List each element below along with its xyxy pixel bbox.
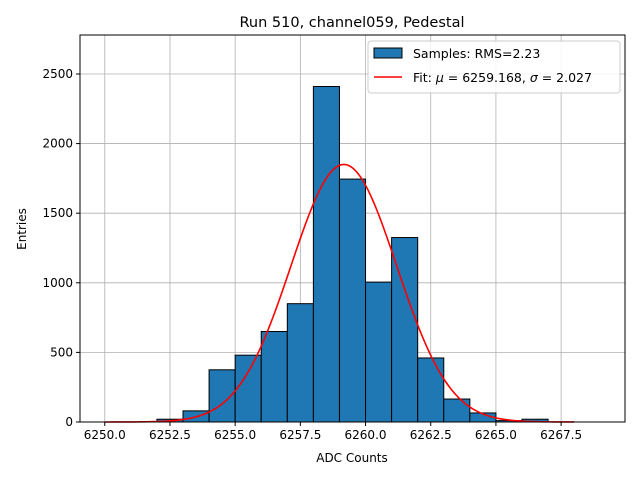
histogram-bar bbox=[234, 354, 262, 423]
x-tick-label: 6252.5 bbox=[149, 428, 191, 442]
x-tick-label: 6262.5 bbox=[410, 428, 452, 442]
y-axis-title: Entries bbox=[15, 208, 29, 250]
x-tick-label: 6265.0 bbox=[475, 428, 517, 442]
y-tick-label: 2000 bbox=[42, 137, 73, 151]
axes-frame bbox=[79, 34, 626, 423]
fit-curve bbox=[104, 163, 575, 423]
histogram-bar bbox=[417, 357, 445, 423]
y-tick-label: 1500 bbox=[42, 206, 73, 220]
x-tick-label: 6257.5 bbox=[279, 428, 321, 442]
x-axis-title: ADC Counts bbox=[316, 451, 388, 465]
y-tick-label: 0 bbox=[65, 415, 73, 429]
histogram-bar bbox=[365, 281, 393, 423]
y-tick-label: 1000 bbox=[42, 276, 73, 290]
legend-box bbox=[367, 40, 621, 94]
x-tick-label: 6250.0 bbox=[84, 428, 126, 442]
chart-title: Run 510, channel059, Pedestal bbox=[239, 15, 464, 31]
x-tick-label: 6267.5 bbox=[540, 428, 582, 442]
y-tick-label: 500 bbox=[50, 345, 73, 359]
histogram-bar bbox=[260, 331, 288, 423]
legend: Samples: RMS=2.23 Fit: μ = 6259.168, σ =… bbox=[367, 40, 621, 94]
histogram-bar bbox=[286, 303, 314, 423]
histogram-bar bbox=[391, 237, 419, 423]
legend-label-fit: Fit: μ = 6259.168, σ = 2.027 bbox=[413, 70, 592, 85]
histogram-bar bbox=[338, 178, 367, 423]
histogram-bar bbox=[443, 398, 471, 423]
histogram-bar bbox=[312, 86, 340, 423]
x-tick-label: 6260.0 bbox=[345, 428, 387, 442]
legend-swatch-samples bbox=[373, 47, 403, 59]
x-axis-ticks: 6250.0 6252.5 6255.0 6257.5 6260.0 6262.5 6265… bbox=[84, 422, 582, 442]
y-axis-ticks: 0 500 1000 1500 2000 2500 bbox=[42, 67, 80, 429]
legend-label-samples: Samples: RMS=2.23 bbox=[413, 46, 540, 61]
y-tick-label: 2500 bbox=[42, 67, 73, 81]
x-tick-label: 6255.0 bbox=[214, 428, 256, 442]
